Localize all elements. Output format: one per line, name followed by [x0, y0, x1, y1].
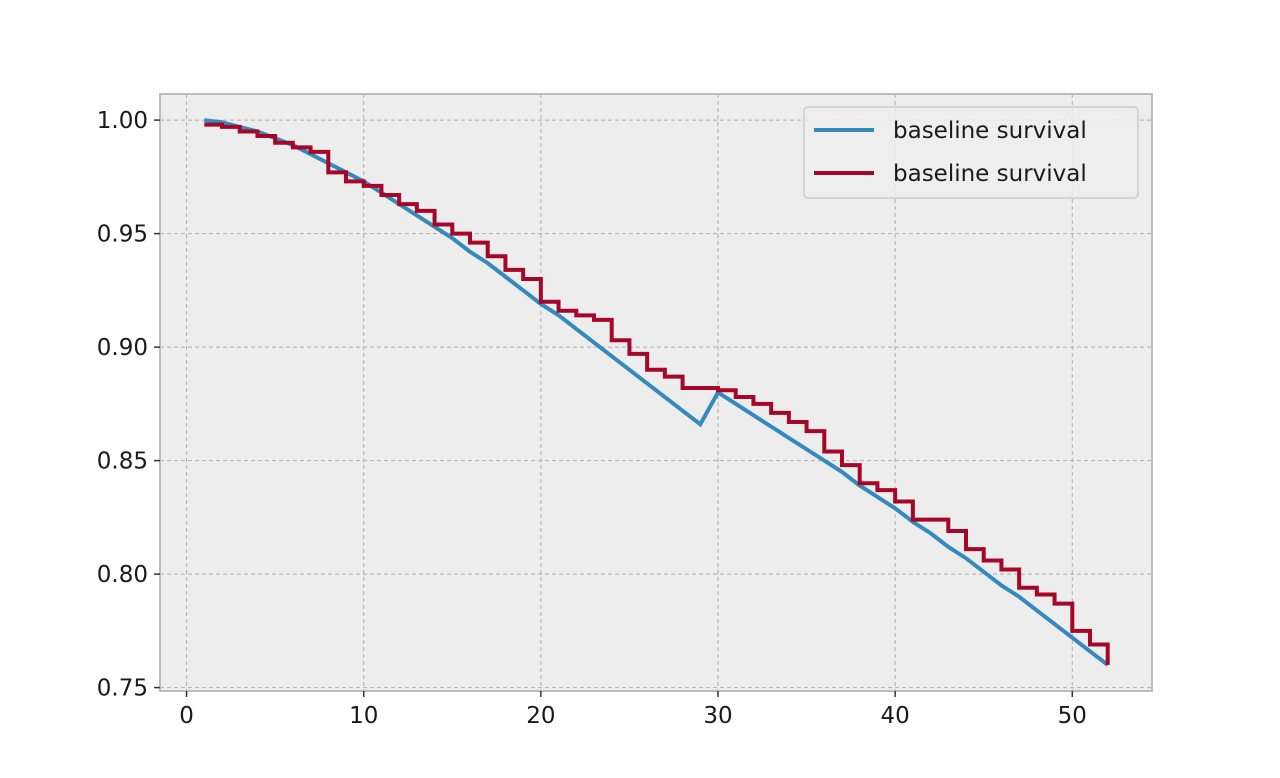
- legend-box: [803, 106, 1139, 199]
- series-layer: [204, 118, 1110, 667]
- x-tick-label: 20: [526, 703, 555, 729]
- axes: 0 10 20 30 40 50 0.75 0.80 0.85 0.90 0.95 1.00: [97, 108, 1087, 729]
- series-line-1: [204, 118, 1109, 667]
- y-tick-label: 0.85: [97, 449, 148, 475]
- y-tick-label: 0.75: [97, 676, 148, 702]
- x-tick-label: 40: [881, 703, 910, 729]
- y-tick-label: 1.00: [97, 108, 148, 134]
- series-line-2: [204, 122, 1110, 665]
- legend-label-1: baseline survival: [893, 118, 1087, 144]
- x-tick-label: 30: [703, 703, 732, 729]
- y-tick-label: 0.80: [97, 562, 148, 588]
- legend: baseline survival baseline survival: [803, 106, 1139, 199]
- x-tick-label: 50: [1058, 703, 1087, 729]
- y-tick-label: 0.90: [97, 335, 148, 361]
- y-tick-label: 0.95: [97, 222, 148, 248]
- plot-frame: [159, 93, 1153, 692]
- legend-label-2: baseline survival: [893, 161, 1087, 187]
- x-tick-label: 10: [349, 703, 378, 729]
- x-tick-label: 0: [179, 703, 194, 729]
